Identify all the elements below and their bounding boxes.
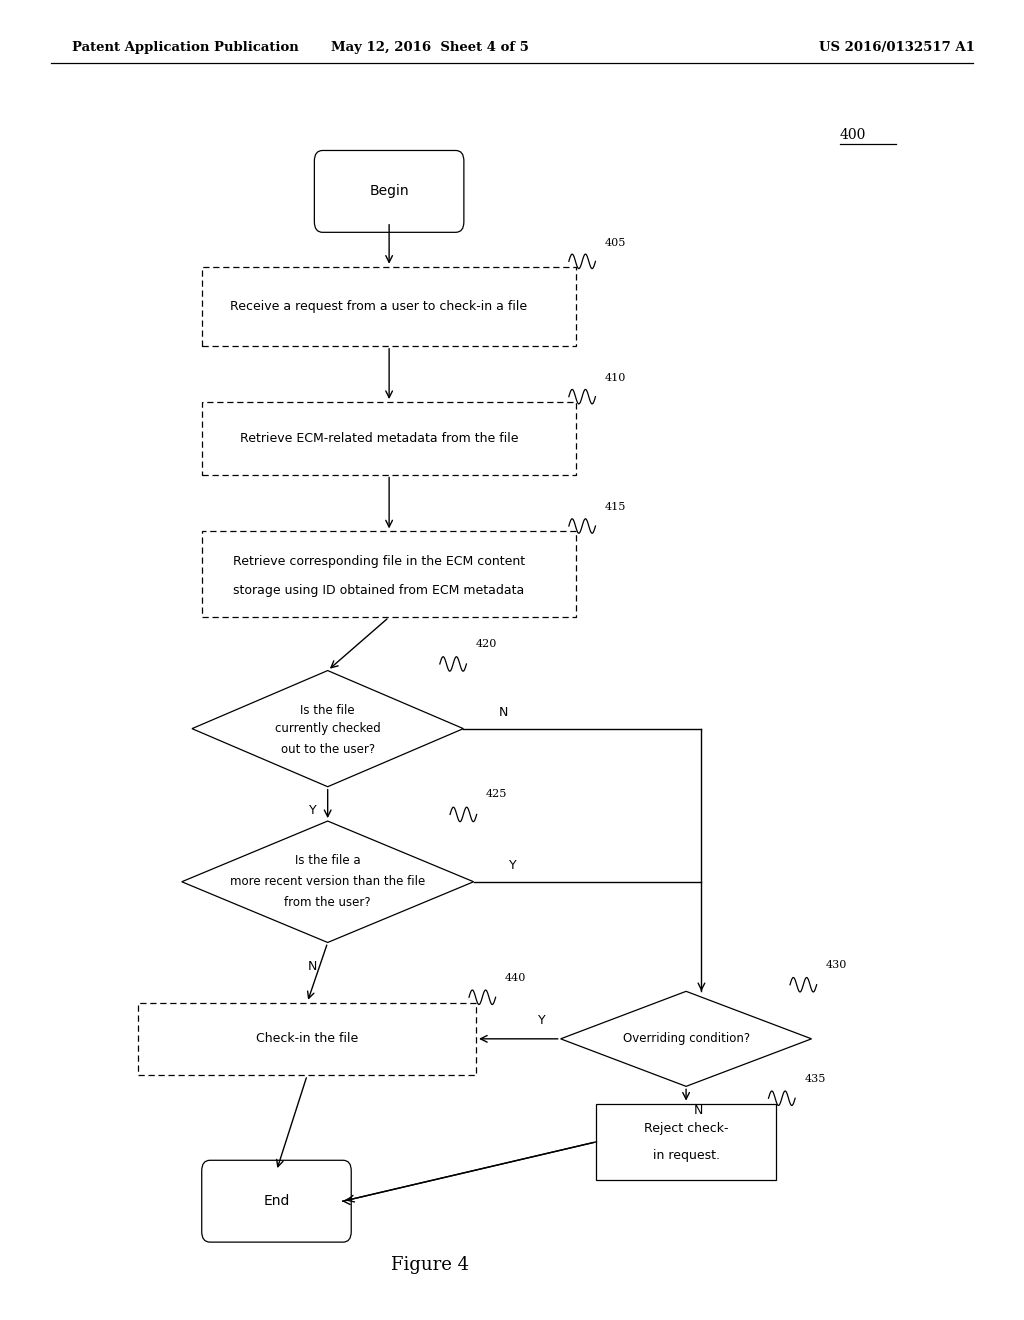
Text: Reject check-: Reject check- bbox=[644, 1122, 728, 1135]
Text: Begin: Begin bbox=[370, 185, 409, 198]
FancyBboxPatch shape bbox=[314, 150, 464, 232]
FancyBboxPatch shape bbox=[202, 1160, 351, 1242]
Text: from the user?: from the user? bbox=[285, 896, 371, 909]
Polygon shape bbox=[182, 821, 473, 942]
Text: Y: Y bbox=[308, 804, 316, 817]
Text: 440: 440 bbox=[505, 973, 526, 983]
Text: 430: 430 bbox=[825, 960, 847, 970]
Text: N: N bbox=[693, 1104, 703, 1117]
Text: N: N bbox=[307, 960, 317, 973]
Polygon shape bbox=[193, 671, 463, 787]
Text: 420: 420 bbox=[475, 639, 497, 649]
Polygon shape bbox=[561, 991, 811, 1086]
Text: 425: 425 bbox=[486, 789, 507, 800]
Bar bbox=[138, 1003, 476, 1074]
Text: Retrieve corresponding file in the ECM content: Retrieve corresponding file in the ECM c… bbox=[232, 554, 525, 568]
Bar bbox=[203, 401, 575, 474]
Text: Overriding condition?: Overriding condition? bbox=[623, 1032, 750, 1045]
Text: 435: 435 bbox=[805, 1074, 825, 1085]
Text: Retrieve ECM-related metadata from the file: Retrieve ECM-related metadata from the f… bbox=[240, 432, 518, 445]
Bar bbox=[203, 532, 575, 618]
Text: Is the file a: Is the file a bbox=[295, 854, 360, 867]
Text: Figure 4: Figure 4 bbox=[391, 1255, 469, 1274]
Bar bbox=[596, 1104, 776, 1180]
Text: storage using ID obtained from ECM metadata: storage using ID obtained from ECM metad… bbox=[233, 583, 524, 597]
Text: 410: 410 bbox=[604, 372, 626, 383]
Text: Receive a request from a user to check-in a file: Receive a request from a user to check-i… bbox=[230, 300, 527, 313]
Text: out to the user?: out to the user? bbox=[281, 743, 375, 756]
Bar bbox=[203, 267, 575, 346]
Text: more recent version than the file: more recent version than the file bbox=[230, 875, 425, 888]
Text: End: End bbox=[263, 1195, 290, 1208]
Text: May 12, 2016  Sheet 4 of 5: May 12, 2016 Sheet 4 of 5 bbox=[331, 41, 529, 54]
Text: N: N bbox=[500, 706, 509, 719]
Text: Patent Application Publication: Patent Application Publication bbox=[72, 41, 298, 54]
Text: US 2016/0132517 A1: US 2016/0132517 A1 bbox=[819, 41, 975, 54]
Text: currently checked: currently checked bbox=[274, 722, 381, 735]
Text: Y: Y bbox=[539, 1014, 546, 1027]
Text: Check-in the file: Check-in the file bbox=[256, 1032, 358, 1045]
Text: Y: Y bbox=[510, 859, 517, 873]
Text: 415: 415 bbox=[604, 502, 626, 512]
Text: 405: 405 bbox=[604, 238, 626, 248]
Text: 400: 400 bbox=[840, 128, 866, 141]
Text: in request.: in request. bbox=[652, 1148, 720, 1162]
Text: Is the file: Is the file bbox=[300, 704, 355, 717]
